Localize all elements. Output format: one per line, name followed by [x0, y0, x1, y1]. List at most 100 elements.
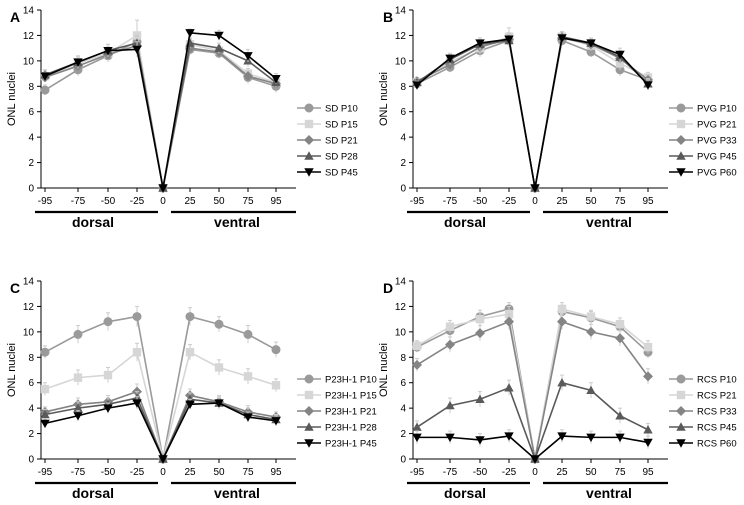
x-tick-label: -95 [38, 196, 53, 207]
x-tick-label: 0 [532, 196, 538, 207]
legend-entry: P23H-1 P21 [325, 407, 377, 418]
x-tick-label: 75 [614, 196, 626, 207]
panel-letter: D [383, 280, 393, 296]
legend-marker [304, 168, 314, 177]
data-point [504, 383, 514, 392]
data-point [475, 328, 485, 339]
x-tick-label: 25 [184, 196, 196, 207]
data-point [103, 46, 113, 56]
y-tick-label: 8 [400, 353, 406, 364]
y-tick-label: 10 [23, 56, 35, 67]
x-tick-label: -50 [473, 467, 488, 478]
x-tick-label: 25 [556, 196, 568, 207]
legend-entry: SD P21 [325, 136, 358, 147]
y-axis-label: ONL nuclei [6, 343, 18, 397]
x-tick-label: -95 [38, 467, 53, 478]
y-tick-label: 0 [28, 184, 34, 195]
data-point [103, 404, 113, 413]
series-pvg-p60 [412, 32, 653, 193]
y-tick-label: 4 [400, 404, 406, 415]
series-sd-p45 [40, 28, 281, 193]
y-axis-label: ONL nuclei [378, 343, 390, 397]
data-point [445, 433, 455, 443]
legend-marker [304, 439, 314, 448]
y-tick-label: 12 [395, 31, 407, 42]
data-point [158, 184, 168, 193]
data-point [412, 81, 422, 90]
legend-marker [676, 422, 686, 431]
x-tick-label: -25 [130, 196, 145, 207]
legend-entry: P23H-1 P28 [325, 423, 377, 434]
data-point [504, 35, 514, 44]
ventral-label: ventral [214, 485, 260, 501]
y-tick-label: 6 [400, 107, 406, 118]
data-point [73, 58, 83, 67]
legend-marker [676, 119, 686, 129]
panel-letter: B [383, 9, 393, 25]
x-tick-label: 50 [585, 467, 597, 478]
x-tick-label: 95 [270, 467, 282, 478]
legend-entry: RCS P45 [697, 423, 737, 434]
y-tick-label: 14 [23, 6, 35, 17]
x-tick-label: 50 [585, 196, 597, 207]
data-point [243, 329, 253, 339]
data-point [243, 372, 253, 381]
data-point [185, 29, 195, 38]
y-tick-label: 4 [28, 404, 34, 415]
x-tick-label: 95 [270, 196, 282, 207]
legend-marker [304, 151, 314, 160]
data-point [73, 329, 83, 339]
legend-entry: PVG P21 [697, 120, 737, 131]
data-point [132, 399, 142, 408]
dorsal-label: dorsal [72, 485, 114, 501]
series-rcs-p60 [412, 429, 653, 464]
x-tick-label: 25 [184, 467, 196, 478]
y-tick-label: 14 [23, 277, 35, 288]
data-point [586, 326, 596, 337]
legend-marker [304, 119, 314, 129]
data-point [271, 74, 281, 84]
x-tick-label: -95 [410, 467, 425, 478]
dorsal-label: dorsal [444, 214, 486, 230]
data-point [586, 433, 596, 443]
x-tick-label: -95 [410, 196, 425, 207]
data-point [103, 370, 113, 380]
dorsal-label: dorsal [444, 485, 486, 501]
data-point [185, 312, 195, 322]
legend-marker [304, 406, 314, 416]
data-point [73, 412, 83, 421]
x-tick-label: 0 [532, 467, 538, 478]
data-point [243, 52, 253, 61]
x-tick-label: 75 [242, 196, 254, 207]
y-tick-label: 6 [28, 107, 34, 118]
data-point [530, 184, 540, 193]
data-point [271, 417, 281, 426]
series-sd-p15 [40, 19, 281, 193]
data-point [615, 50, 625, 60]
legend-marker [676, 103, 686, 113]
legend-entry: P23H-1 P10 [325, 375, 377, 386]
legend-marker [676, 390, 686, 400]
y-tick-label: 10 [395, 327, 407, 338]
legend-entry: RCS P60 [697, 439, 737, 450]
x-tick-label: 50 [213, 196, 225, 207]
legend-marker [304, 390, 314, 400]
ventral-label: ventral [214, 214, 260, 230]
data-point [615, 333, 625, 344]
y-tick-label: 2 [28, 429, 34, 440]
data-point [412, 433, 422, 443]
legend-marker [676, 151, 686, 160]
panel-letter: C [10, 280, 20, 296]
x-tick-label: -50 [101, 467, 116, 478]
series-rcs-p45 [412, 374, 653, 463]
data-point [643, 342, 653, 352]
data-point [214, 43, 224, 52]
y-tick-label: 0 [400, 184, 406, 195]
x-tick-label: 75 [614, 467, 626, 478]
series-rcs-p33 [412, 313, 653, 464]
data-point [271, 381, 281, 390]
legend-entry: PVG P45 [697, 152, 737, 163]
data-point [557, 432, 567, 441]
data-point [40, 384, 50, 394]
x-tick-label: 0 [160, 196, 166, 207]
